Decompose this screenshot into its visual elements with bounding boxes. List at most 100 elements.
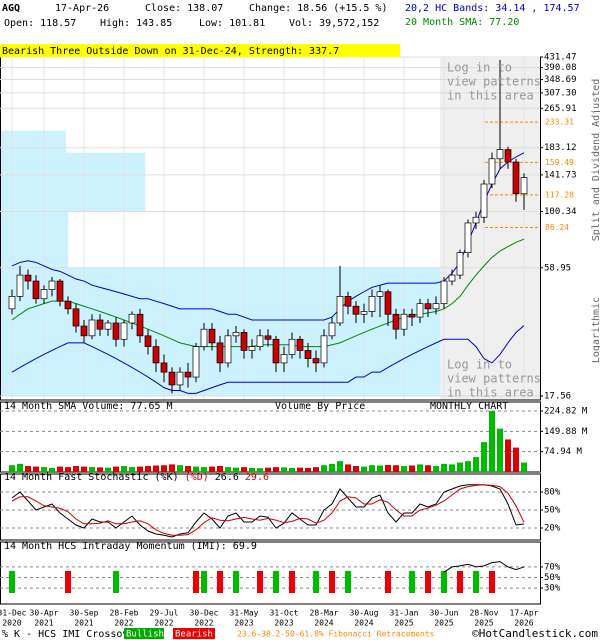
y-tick-label: 431.47	[544, 53, 577, 63]
panel-frame	[0, 473, 541, 541]
volume-by-price-bar	[0, 152, 146, 212]
x-tick-label: 30-Dec	[190, 609, 219, 618]
candle-body	[496, 149, 504, 160]
candle-body	[304, 350, 312, 359]
volume-bar	[497, 428, 503, 472]
line	[11, 484, 525, 536]
candle-body	[472, 216, 480, 224]
sma: 20 Month SMA: 77.20	[405, 17, 519, 28]
panel-title-text: 14 Month HCS Intraday Momentum (IMI):	[4, 541, 227, 552]
x-tick-label: 28-Nov	[470, 609, 499, 618]
bullish-bar	[473, 571, 479, 593]
footer-fib: 23.6-38.2-50-61.8% Fibonacci Retracement…	[237, 630, 435, 639]
volume-bar	[305, 467, 311, 472]
bullish-bar	[273, 571, 279, 593]
footer-bullish: Bullish	[126, 630, 164, 640]
x-tick-label: 2026	[514, 619, 533, 628]
y-tick-label: 141.73	[544, 170, 577, 180]
bearish-bar	[425, 571, 431, 593]
candle-body	[288, 338, 296, 355]
y-tick-label: 265.91	[544, 104, 577, 114]
volume-bar	[49, 467, 55, 472]
candle-body	[64, 300, 72, 310]
bullish-bar	[201, 571, 207, 593]
bullish-bar	[409, 571, 415, 593]
x-tick-label: 31-Oct	[270, 609, 299, 618]
volume-bar	[137, 466, 143, 472]
high: High: 143.85	[100, 18, 172, 29]
candle-body	[8, 296, 16, 310]
candle-body	[440, 280, 448, 305]
volume-bar	[65, 467, 71, 472]
volume-bar	[201, 467, 207, 472]
x-tick-label: 31-Dec	[0, 609, 27, 618]
panel-frame	[0, 541, 541, 605]
candle-body	[320, 335, 328, 364]
candle-body	[256, 335, 264, 347]
candle-body	[104, 322, 112, 330]
panel-frame	[0, 473, 541, 541]
volume-bar	[257, 468, 263, 472]
candle-body	[168, 371, 176, 386]
volume-by-price-bar	[0, 211, 69, 268]
imi-value: 69.9	[233, 541, 257, 552]
x-tick-label: 2022	[114, 619, 133, 628]
bearish-bar	[329, 571, 335, 593]
bearish-bar	[65, 571, 71, 593]
candle-body	[344, 296, 352, 307]
candle-body	[520, 177, 528, 195]
candle-body	[184, 371, 192, 378]
candle-body	[200, 328, 208, 347]
volume-bar	[217, 466, 223, 472]
side-label: Logarithmic	[591, 297, 600, 363]
candle-body	[216, 342, 224, 364]
candle-body	[48, 280, 56, 290]
side-label: Split and Dividend Adjusted	[591, 79, 600, 242]
panel-frame	[0, 401, 541, 473]
lock-text: in this area	[447, 89, 534, 103]
lock-text: view patterns	[447, 75, 541, 89]
bullish-swatch	[124, 628, 164, 639]
bullish-bar	[113, 571, 119, 593]
x-tick-label: 2025	[474, 619, 493, 628]
candle-body	[192, 346, 200, 378]
y-tick-label: 20%	[544, 524, 561, 534]
line	[11, 152, 525, 321]
footer-credit: ©HotCandlestick.com	[472, 627, 598, 640]
line	[11, 484, 525, 538]
y-tick-label: 80%	[544, 488, 561, 498]
volume-bar	[41, 467, 47, 472]
legend-text: (%D)	[185, 472, 209, 483]
lock-text: in this area	[447, 386, 534, 400]
candle-body	[272, 338, 280, 364]
x-tick-label: 2021	[34, 619, 53, 628]
candle-body	[152, 346, 160, 364]
candle-body	[160, 362, 168, 373]
candle-body	[120, 322, 128, 340]
panel-label: MONTHLY CHART	[430, 401, 508, 412]
bullish-bar	[9, 571, 15, 593]
volume-bar	[369, 465, 375, 472]
y-tick-label: 50%	[544, 573, 561, 583]
y-tick-label: 224.82 M	[544, 407, 588, 417]
y-tick-label: 307.30	[544, 88, 577, 98]
x-tick-label: 2025	[394, 619, 413, 628]
candle-body	[24, 274, 32, 282]
x-tick-label: 29-Jul	[150, 609, 179, 618]
y-tick-label: 74.94 M	[544, 447, 583, 457]
bullish-bar	[313, 571, 319, 593]
bearish-bar	[217, 571, 223, 593]
bearish-bar	[457, 571, 463, 593]
date: 17-Apr-26	[55, 3, 109, 14]
legend-text: 26.6	[215, 472, 239, 483]
candle-body	[88, 319, 96, 337]
volume-bar	[385, 464, 391, 472]
volume-bar	[33, 466, 39, 472]
fib-label: 159.49	[545, 158, 574, 167]
y-tick-label: 390.08	[544, 63, 577, 73]
fib-label: 117.28	[545, 190, 574, 199]
volume-bar	[233, 467, 239, 472]
candle-body	[128, 313, 136, 324]
candle-body	[456, 252, 464, 276]
